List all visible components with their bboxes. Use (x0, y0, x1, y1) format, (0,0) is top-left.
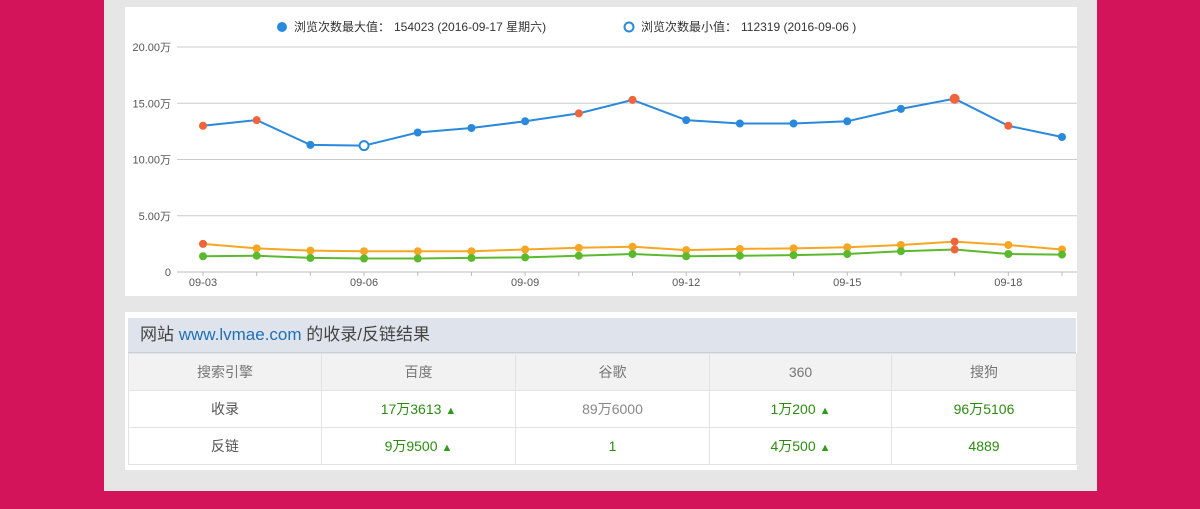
data-point (1004, 250, 1013, 258)
data-point (682, 252, 691, 261)
data-point (789, 119, 798, 128)
cell-sogou: 4889 (891, 427, 1077, 465)
data-point (735, 244, 744, 253)
data-point (682, 246, 691, 255)
cell-360: 1万200 ▲ (709, 390, 892, 428)
data-point (467, 124, 476, 132)
data-point (199, 121, 207, 130)
traffic-chart-card: 0 5.00万 10.00万 15.00万 20.00万 09-03 09-06 09-09 0… (125, 7, 1077, 296)
page-panel: 0 5.00万 10.00万 15.00万 20.00万 09-03 09-06 09-09 0… (104, 0, 1097, 491)
legend-min-marker (623, 21, 635, 33)
data-point (682, 116, 691, 125)
data-point (735, 251, 744, 260)
y-tick-label: 10.00万 (132, 155, 171, 167)
data-point (467, 253, 476, 262)
title-suffix: 的收录/反链结果 (301, 325, 430, 344)
table-row: 收录 17万3613 ▲ 89万6000 1万200 ▲ 96万5106 (128, 390, 1077, 428)
cell-baidu: 9万9500 ▲ (321, 427, 516, 465)
x-tick-label: 09-12 (672, 277, 700, 289)
up-arrow-icon: ▲ (819, 442, 831, 454)
header-google: 谷歌 (515, 353, 710, 391)
legend-max-marker (277, 22, 287, 32)
table-header-row: 搜索引擎 百度 谷歌 360 搜狗 (128, 353, 1077, 391)
data-point (306, 253, 315, 262)
data-point (789, 251, 798, 260)
legend-label: 浏览次数最大值： (294, 19, 390, 34)
data-point (521, 117, 530, 126)
site-link[interactable]: www.lvmae.com (178, 325, 302, 344)
data-point (843, 243, 852, 252)
x-tick-label: 09-03 (189, 277, 217, 289)
data-point (413, 247, 422, 256)
data-point (413, 128, 422, 137)
data-point (199, 239, 207, 248)
table-title: 网站 www.lvmae.com 的收录/反链结果 (128, 318, 1076, 353)
data-point (735, 119, 744, 128)
data-point (574, 251, 583, 260)
data-point (950, 237, 959, 246)
title-prefix: 网站 (140, 325, 179, 344)
y-tick-label: 15.00万 (132, 98, 171, 110)
data-point (896, 247, 905, 256)
header-360: 360 (709, 353, 892, 391)
data-point (199, 252, 207, 261)
data-point (949, 93, 960, 104)
legend-value: 154023 (2016-09-17 星期六) (394, 20, 546, 34)
data-point (252, 116, 261, 125)
y-tick-label: 5.00万 (139, 211, 171, 223)
header-sogou: 搜狗 (891, 353, 1077, 391)
data-point (467, 247, 476, 256)
data-point (843, 250, 852, 258)
series-line (202, 97, 1063, 147)
up-arrow-icon: ▲ (819, 405, 831, 417)
traffic-line-chart: 0 5.00万 10.00万 15.00万 20.00万 09-03 09-06 09-09 0… (132, 19, 1077, 289)
up-arrow-icon: ▲ (441, 442, 453, 454)
cell-360: 4万500 ▲ (709, 427, 892, 465)
data-point (521, 253, 530, 262)
x-tick-label: 09-15 (833, 277, 861, 289)
data-point (360, 254, 369, 263)
data-point (306, 140, 315, 149)
cell-baidu: 17万3613 ▲ (321, 390, 516, 428)
stats-table: 搜索引擎 百度 谷歌 360 搜狗 收录 17万3613 ▲ 89万6000 1万… (128, 353, 1077, 465)
row-label: 反链 (128, 427, 322, 465)
x-tick-label: 09-18 (994, 277, 1022, 289)
cell-google: 1 (515, 427, 710, 465)
row-label: 收录 (128, 390, 322, 428)
index-backlink-card: 网站 www.lvmae.com 的收录/反链结果 搜索引擎 百度 谷歌 360… (125, 312, 1077, 470)
header-baidu: 百度 (321, 353, 516, 391)
data-point (896, 241, 905, 249)
data-point (1004, 121, 1013, 130)
data-point (628, 250, 637, 258)
y-tick-label: 20.00万 (132, 42, 171, 54)
cell-sogou: 96万5106 (891, 390, 1077, 428)
data-point (628, 242, 637, 251)
data-point (574, 109, 583, 118)
data-point (896, 104, 905, 113)
legend-value: 112319 (2016-09-06 ) (741, 20, 856, 34)
data-point (252, 244, 261, 253)
data-point (1058, 250, 1066, 259)
data-point (306, 246, 315, 255)
data-point (628, 95, 637, 104)
data-point (574, 243, 583, 252)
data-point (950, 245, 959, 254)
data-point (252, 251, 261, 260)
data-point (413, 254, 422, 263)
x-tick-label: 09-09 (511, 277, 539, 289)
y-tick-label: 0 (165, 267, 171, 279)
data-point (789, 244, 798, 253)
up-arrow-icon: ▲ (445, 405, 457, 417)
table-row: 反链 9万9500 ▲ 1 4万500 ▲ 4889 (128, 427, 1077, 465)
data-point (360, 247, 369, 256)
data-point (521, 245, 530, 254)
header-engine: 搜索引擎 (128, 353, 322, 391)
data-point (843, 117, 852, 126)
x-tick-label: 09-06 (350, 277, 378, 289)
data-point (1058, 133, 1066, 141)
cell-google: 89万6000 (515, 390, 710, 428)
data-point (358, 140, 370, 152)
legend-label: 浏览次数最小值： (641, 19, 737, 34)
data-point (1004, 241, 1013, 249)
